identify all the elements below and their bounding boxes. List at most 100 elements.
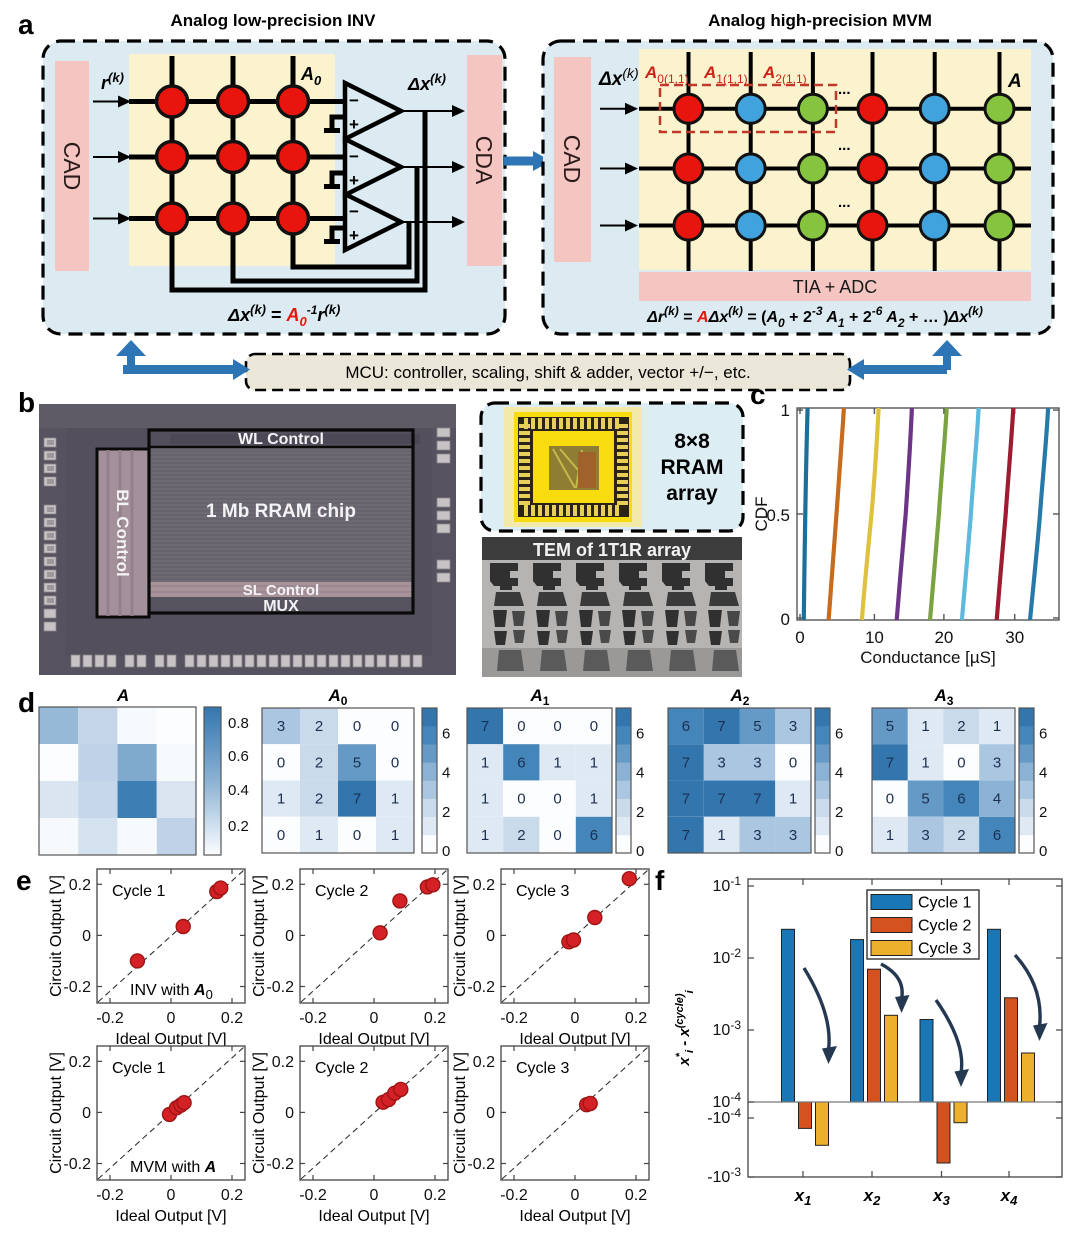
- svg-text:0.2: 0.2: [69, 877, 91, 894]
- svg-text:x2: x2: [863, 1186, 881, 1208]
- svg-text:-10-4: -10-4: [707, 1106, 741, 1127]
- svg-text:...: ...: [838, 81, 851, 98]
- svg-text:3: 3: [277, 718, 285, 735]
- svg-text:Ideal Output [V]: Ideal Output [V]: [318, 1031, 429, 1048]
- svg-text:0.2: 0.2: [221, 1010, 243, 1027]
- svg-text:Cycle 3: Cycle 3: [918, 941, 971, 958]
- svg-text:-0.2: -0.2: [500, 1187, 528, 1204]
- svg-text:2: 2: [1039, 804, 1047, 821]
- svg-text:7: 7: [886, 754, 894, 771]
- svg-text:3: 3: [789, 827, 797, 844]
- svg-text:0.2: 0.2: [228, 818, 249, 835]
- svg-text:2: 2: [315, 718, 323, 735]
- svg-text:Cycle 2: Cycle 2: [918, 918, 971, 935]
- svg-text:0: 0: [391, 718, 399, 735]
- svg-text:0: 0: [82, 1105, 91, 1122]
- svg-text:0: 0: [553, 718, 561, 735]
- svg-text:0.2: 0.2: [221, 1187, 243, 1204]
- svg-text:0: 0: [795, 628, 804, 647]
- svg-text:SL Control: SL Control: [243, 582, 319, 599]
- svg-text:−: −: [349, 202, 359, 221]
- svg-text:0.4: 0.4: [228, 782, 249, 799]
- svg-text:7: 7: [682, 827, 690, 844]
- svg-text:10-1: 10-1: [713, 874, 742, 895]
- svg-text:3: 3: [921, 827, 929, 844]
- svg-text:0.2: 0.2: [272, 877, 294, 894]
- svg-text:4: 4: [993, 791, 1001, 808]
- svg-text:5: 5: [886, 718, 894, 735]
- svg-text:Δx(k) = A0-1r(k): Δx(k) = A0-1r(k): [227, 302, 340, 329]
- svg-text:7: 7: [753, 791, 761, 808]
- svg-text:A3: A3: [934, 686, 954, 708]
- svg-text:WL Control: WL Control: [238, 431, 324, 448]
- svg-text:7: 7: [682, 791, 690, 808]
- svg-text:3: 3: [753, 754, 761, 771]
- svg-text:2: 2: [442, 804, 450, 821]
- svg-text:0: 0: [167, 1187, 176, 1204]
- svg-text:TIA + ADC: TIA + ADC: [793, 277, 878, 297]
- svg-text:MCU: controller, scaling, shif: MCU: controller, scaling, shift & adder,…: [345, 363, 750, 382]
- svg-text:7: 7: [682, 754, 690, 771]
- svg-text:6: 6: [682, 718, 690, 735]
- svg-text:0.8: 0.8: [228, 715, 249, 732]
- svg-text:5: 5: [753, 718, 761, 735]
- svg-text:1: 1: [481, 754, 489, 771]
- svg-text:2: 2: [957, 827, 965, 844]
- svg-text:Cycle 1: Cycle 1: [112, 883, 165, 900]
- svg-text:0.2: 0.2: [424, 1187, 446, 1204]
- svg-text:Conductance [µS]: Conductance [µS]: [860, 648, 996, 667]
- svg-text:4: 4: [1039, 765, 1047, 782]
- svg-text:0: 0: [167, 1010, 176, 1027]
- svg-text:Ideal Output [V]: Ideal Output [V]: [115, 1208, 226, 1225]
- svg-text:10: 10: [865, 628, 884, 647]
- svg-text:1 Mb RRAM chip: 1 Mb RRAM chip: [206, 501, 356, 522]
- svg-text:1: 1: [315, 827, 323, 844]
- svg-text:0: 0: [353, 718, 361, 735]
- svg-text:d: d: [18, 687, 35, 718]
- svg-text:3: 3: [753, 827, 761, 844]
- svg-text:CAD: CAD: [559, 135, 585, 184]
- svg-text:x3: x3: [932, 1186, 950, 1208]
- svg-text:6: 6: [835, 726, 843, 743]
- svg-text:f: f: [655, 865, 665, 896]
- svg-text:2: 2: [315, 754, 323, 771]
- svg-text:MUX: MUX: [263, 598, 299, 615]
- svg-text:0: 0: [553, 827, 561, 844]
- svg-text:2: 2: [636, 804, 644, 821]
- svg-text:0: 0: [571, 1187, 580, 1204]
- svg-text:3: 3: [993, 754, 1001, 771]
- svg-text:0.2: 0.2: [473, 877, 495, 894]
- svg-text:6: 6: [993, 827, 1001, 844]
- svg-text:3: 3: [789, 718, 797, 735]
- svg-text:1: 1: [590, 791, 598, 808]
- svg-text:8×8: 8×8: [674, 430, 710, 453]
- svg-text:5: 5: [921, 791, 929, 808]
- svg-text:1: 1: [590, 754, 598, 771]
- svg-text:7: 7: [717, 791, 725, 808]
- svg-text:2: 2: [835, 804, 843, 821]
- svg-text:6: 6: [636, 726, 644, 743]
- svg-text:0: 0: [590, 718, 598, 735]
- svg-text:1: 1: [921, 718, 929, 735]
- svg-text:30: 30: [1005, 628, 1024, 647]
- svg-text:0: 0: [370, 1010, 379, 1027]
- svg-text:-0.2: -0.2: [266, 979, 294, 996]
- svg-text:7: 7: [717, 718, 725, 735]
- svg-text:0: 0: [571, 1010, 580, 1027]
- svg-text:e: e: [16, 865, 32, 896]
- svg-text:A: A: [116, 686, 129, 705]
- svg-text:Ideal Output [V]: Ideal Output [V]: [115, 1031, 226, 1048]
- svg-text:b: b: [18, 387, 35, 418]
- svg-text:0: 0: [517, 718, 525, 735]
- svg-text:Circuit Output [V]: Circuit Output [V]: [452, 875, 469, 997]
- svg-text:3: 3: [717, 754, 725, 771]
- svg-text:1: 1: [886, 827, 894, 844]
- svg-text:5: 5: [353, 754, 361, 771]
- svg-text:6: 6: [1039, 726, 1047, 743]
- svg-text:1: 1: [277, 791, 285, 808]
- svg-text:10-2: 10-2: [713, 946, 742, 967]
- svg-text:+: +: [349, 226, 359, 245]
- svg-text:0: 0: [835, 843, 843, 860]
- svg-text:20: 20: [934, 628, 953, 647]
- svg-text:A0: A0: [328, 686, 348, 708]
